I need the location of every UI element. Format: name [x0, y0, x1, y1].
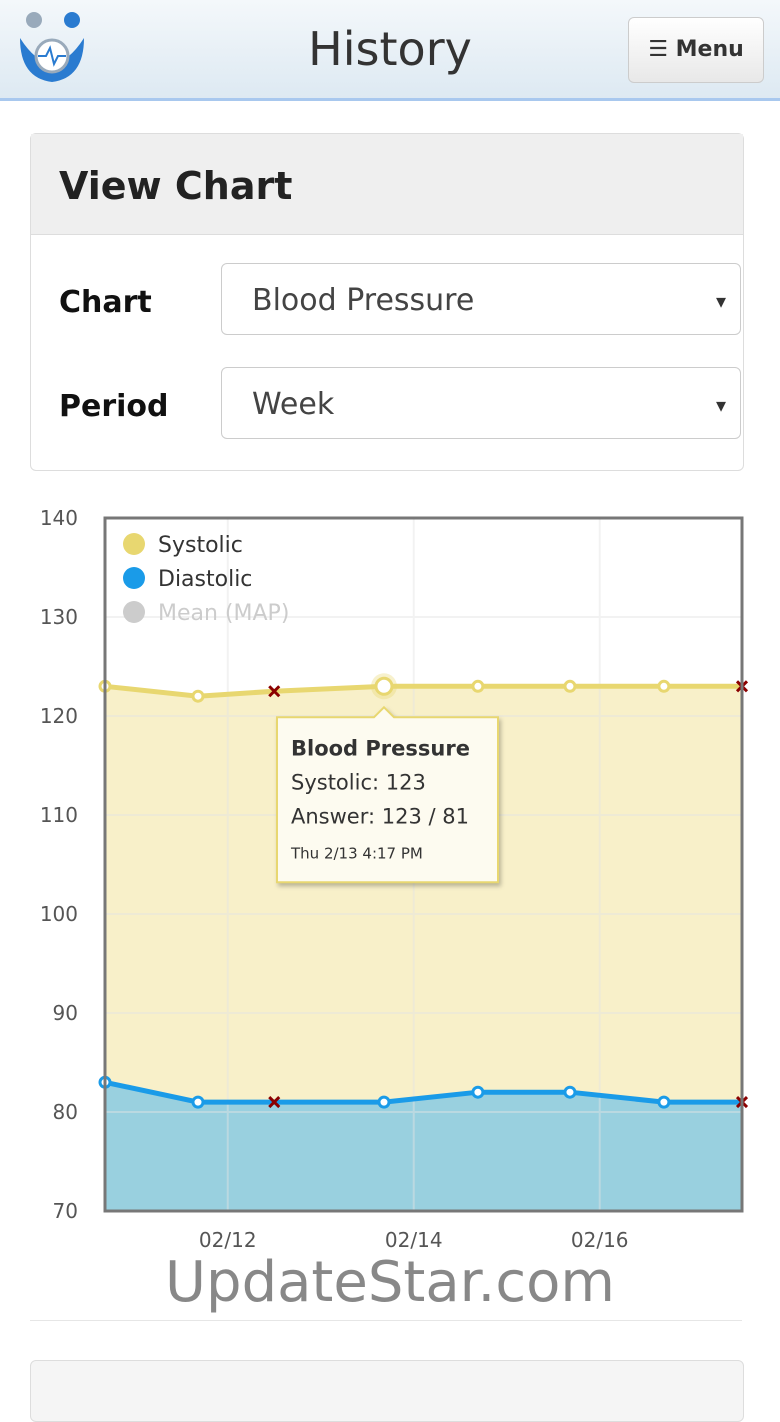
- point-marker: [268, 685, 281, 698]
- x-tick-label: 02/16: [571, 1228, 629, 1252]
- y-tick-label: 110: [40, 803, 78, 827]
- point-marker: [268, 1096, 281, 1109]
- x-tick-label: 02/14: [385, 1228, 443, 1252]
- legend-label: Diastolic: [158, 567, 252, 592]
- separator: [30, 1320, 742, 1321]
- tooltip-time: Thu 2/13 4:17 PM: [290, 844, 423, 862]
- y-tick-label: 120: [40, 704, 78, 728]
- legend-label: Mean (MAP): [158, 601, 289, 626]
- legend-label: Systolic: [158, 533, 243, 558]
- watermark: UpdateStar.com: [165, 1250, 615, 1315]
- tooltip-title: Blood Pressure: [291, 736, 470, 760]
- menu-button[interactable]: ☰ Menu: [628, 17, 764, 83]
- select[interactable]: Week: [221, 367, 741, 442]
- point-marker: [471, 679, 485, 693]
- point-marker: [563, 679, 577, 693]
- point-marker: [657, 679, 671, 693]
- legend-swatch: [123, 567, 145, 589]
- logo: [20, 12, 84, 82]
- header: History ☰ Menu: [0, 0, 780, 101]
- point-marker: [471, 1085, 485, 1099]
- y-tick-label: 70: [53, 1199, 78, 1223]
- select[interactable]: Blood Pressure: [221, 263, 741, 338]
- point-marker: [377, 1095, 391, 1109]
- field-label: Chart: [59, 285, 152, 320]
- area: [105, 1082, 742, 1211]
- point-marker: [657, 1095, 671, 1109]
- y-tick-label: 130: [40, 605, 78, 629]
- y-tick-label: 90: [53, 1001, 78, 1025]
- tooltip-line: Systolic: 123: [291, 770, 426, 794]
- panel-title: View Chart: [31, 134, 743, 235]
- legend-swatch: [123, 533, 145, 555]
- tooltip-line: Answer: 123 / 81: [291, 804, 469, 828]
- point-marker: [563, 1085, 577, 1099]
- point-marker: [374, 676, 394, 696]
- next-panel: [30, 1360, 744, 1422]
- tooltip: Blood Pressure Systolic: 123 Answer: 123 /…: [276, 705, 499, 884]
- y-tick-label: 100: [40, 902, 78, 926]
- point-marker: [191, 689, 205, 703]
- tooltip-box: [276, 705, 499, 884]
- field-label: Period: [59, 389, 169, 424]
- series-line: [104, 1079, 742, 1105]
- view-chart-panel: View Chart Chart Blood Pressure Period W…: [30, 133, 744, 471]
- plot-border: [103, 516, 744, 1213]
- point-marker: [191, 1095, 205, 1109]
- y-tick-label: 140: [40, 506, 78, 530]
- page: History ☰ Menu View Chart Chart Blood Pr…: [0, 0, 780, 1387]
- series-line: [104, 683, 742, 699]
- legend-swatch: [123, 601, 145, 623]
- page-title: History: [308, 22, 472, 76]
- menu-label: Menu: [675, 37, 744, 62]
- area: [105, 686, 742, 1211]
- chart: 70 80 90 100 110 120 130 140 02/12 02/14 02/16 Syst…: [40, 506, 749, 1252]
- x-tick-label: 02/12: [199, 1228, 257, 1252]
- y-tick-label: 80: [53, 1100, 78, 1124]
